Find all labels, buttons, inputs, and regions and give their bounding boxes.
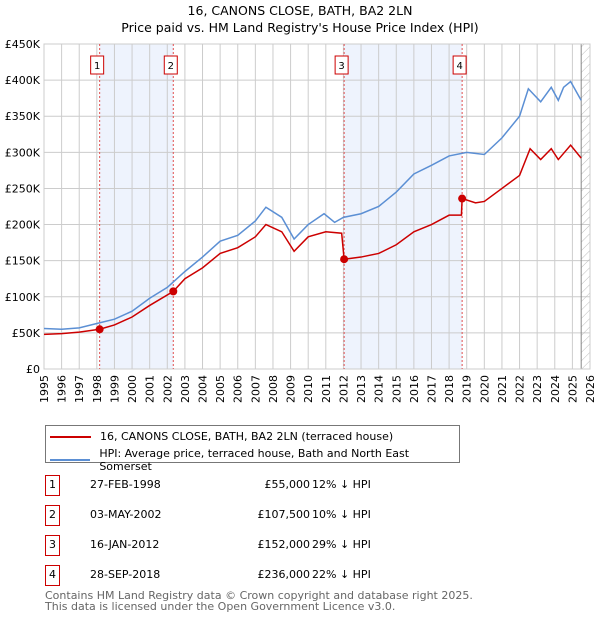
sale-point: [458, 194, 467, 203]
y-tick-label: £200K: [5, 219, 41, 232]
x-tick-label: 2003: [179, 375, 192, 403]
legend-label: 16, CANONS CLOSE, BATH, BA2 2LN (terrace…: [100, 430, 394, 443]
x-tick-label: 2011: [320, 375, 333, 403]
x-tick-label: 2018: [443, 375, 456, 403]
transaction-price: £55,000: [264, 478, 311, 491]
x-tick-label: 2005: [214, 375, 227, 403]
transaction-hpi-diff: 12% ↓ HPI: [312, 478, 371, 491]
x-tick-label: 1995: [38, 375, 51, 403]
x-tick-label: 2021: [496, 375, 509, 403]
x-tick-label: 2006: [232, 375, 245, 403]
x-tick-label: 1999: [108, 375, 121, 403]
transaction-row: 1 27-FEB-1998 £55,000 12% ↓ HPI: [45, 475, 445, 496]
chart-title: 16, CANONS CLOSE, BATH, BA2 2LN: [187, 3, 413, 18]
x-tick-label: 2025: [566, 375, 579, 403]
x-tick-label: 2014: [373, 375, 386, 403]
sale-point: [95, 325, 104, 334]
x-tick-label: 1998: [91, 375, 104, 403]
x-tick-label: 2012: [337, 375, 350, 403]
x-tick-label: 2004: [197, 375, 210, 403]
footer-line: This data is licensed under the Open Gov…: [45, 600, 396, 613]
sale-label-box: [90, 55, 105, 75]
plot-border: [43, 43, 591, 370]
x-tick-label: 2024: [549, 375, 562, 403]
y-tick-label: £100K: [5, 291, 41, 304]
sale-label: 1: [94, 61, 100, 72]
transaction-hpi-diff: 29% ↓ HPI: [312, 538, 371, 551]
legend-item-property: 16, CANONS CLOSE, BATH, BA2 2LN (terrace…: [50, 430, 393, 443]
y-tick-label: £400K: [5, 74, 41, 87]
plot-area: 1995 1996 1997 1998 1999 2000 2001 2002 2003 2004…: [5, 38, 597, 403]
forecast-hatch: [581, 44, 590, 369]
hpi-line: [43, 80, 582, 331]
transaction-marker: 4: [45, 565, 60, 586]
transaction-price: £236,000: [257, 568, 311, 581]
x-tick-label: 2020: [478, 375, 491, 403]
transaction-date: 28-SEP-2018: [90, 568, 161, 581]
x-tick-label: 2007: [249, 375, 262, 403]
sale-label: 4: [456, 61, 462, 72]
legend-swatch-red: [50, 435, 91, 438]
transaction-row: 3 16-JAN-2012 £152,000 29% ↓ HPI: [45, 535, 445, 556]
transaction-hpi-diff: 10% ↓ HPI: [312, 508, 371, 521]
sale-point: [169, 287, 178, 296]
transaction-date: 03-MAY-2002: [90, 508, 162, 521]
x-tick-label: 2001: [144, 375, 157, 403]
x-tick-label: 2026: [584, 375, 597, 403]
y-tick-label: £300K: [5, 146, 41, 159]
legend: 16, CANONS CLOSE, BATH, BA2 2LN (terrace…: [45, 425, 460, 473]
transaction-date: 16-JAN-2012: [90, 538, 160, 551]
y-tick-label: £0: [26, 363, 40, 376]
legend-swatch-blue: [50, 459, 91, 461]
sale-point: [340, 255, 349, 264]
transaction-marker: 3: [45, 535, 60, 556]
x-tick-label: 2017: [425, 375, 438, 403]
x-tick-label: 1997: [73, 375, 86, 403]
footer-line: Contains HM Land Registry data © Crown c…: [45, 589, 473, 602]
transaction-hpi-diff: 22% ↓ HPI: [312, 568, 371, 581]
x-tick-label: 2008: [267, 375, 280, 403]
transaction-date: 27-FEB-1998: [90, 478, 161, 491]
legend-label: HPI: Average price, terraced house, Bath…: [99, 447, 410, 473]
y-tick-label: £450K: [5, 38, 41, 51]
x-tick-label: 2013: [355, 375, 368, 403]
x-tick-label: 2009: [285, 375, 298, 403]
chart-subtitle: Price paid vs. HM Land Registry's House …: [121, 20, 479, 35]
footer: Contains HM Land Registry data © Crown c…: [45, 590, 473, 612]
transaction-marker: 2: [45, 505, 60, 526]
sale-label: 3: [338, 61, 344, 72]
x-tick-label: 2022: [514, 375, 527, 403]
legend-item-hpi: HPI: Average price, terraced house, Bath…: [50, 447, 459, 473]
x-tick-label: 2010: [302, 375, 315, 403]
x-tick-label: 2016: [408, 375, 421, 403]
transaction-price: £107,500: [257, 508, 311, 521]
x-tick-label: 1996: [56, 375, 69, 403]
shaded-period: [344, 44, 463, 369]
y-tick-label: £350K: [5, 110, 41, 123]
transaction-price: £152,000: [257, 538, 311, 551]
sale-label-box: [334, 55, 349, 75]
price-paid-line: [43, 143, 582, 336]
sale-label-box: [452, 55, 467, 75]
y-tick-label: £250K: [5, 182, 41, 195]
transaction-marker: 1: [45, 475, 60, 496]
x-tick-label: 2000: [126, 375, 139, 403]
sale-label-box: [163, 55, 178, 75]
x-tick-label: 2019: [461, 375, 474, 403]
x-tick-label: 2015: [390, 375, 403, 403]
sale-label: 2: [168, 61, 174, 72]
transaction-row: 2 03-MAY-2002 £107,500 10% ↓ HPI: [45, 505, 445, 526]
y-tick-label: £150K: [5, 255, 41, 268]
transaction-row: 4 28-SEP-2018 £236,000 22% ↓ HPI: [45, 565, 445, 586]
x-tick-label: 2002: [161, 375, 174, 403]
x-tick-label: 2023: [531, 375, 544, 403]
y-tick-label: £50K: [12, 327, 41, 340]
